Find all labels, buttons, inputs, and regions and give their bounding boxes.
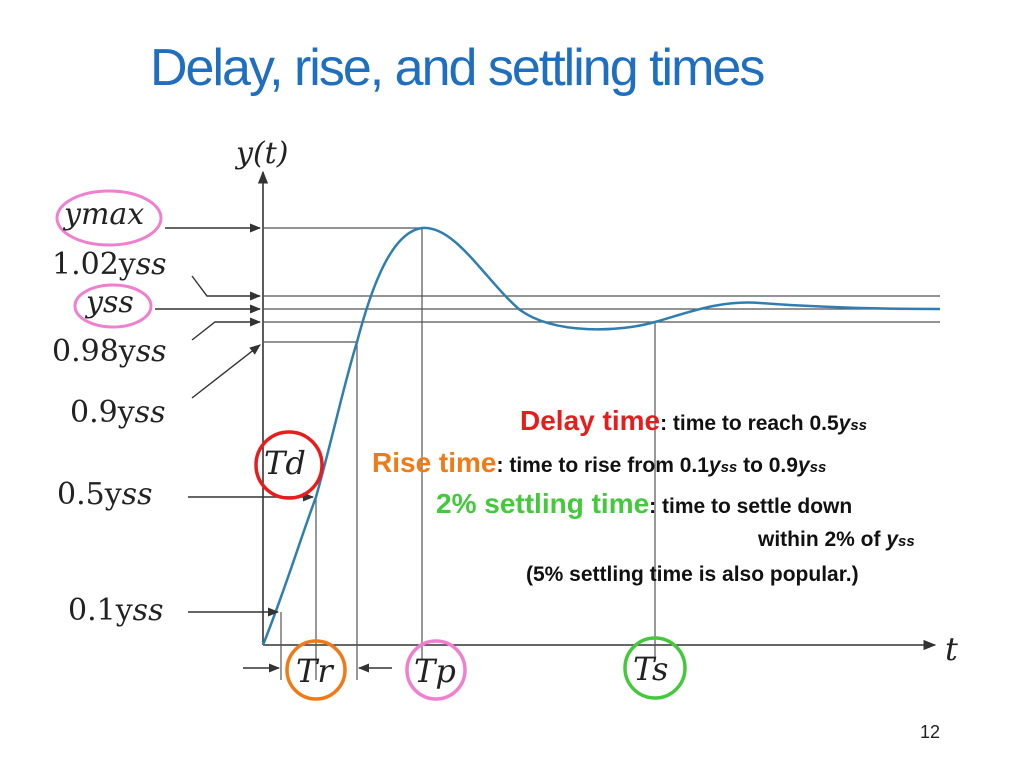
tp-highlight (405, 639, 467, 701)
td-label: T (264, 444, 288, 482)
svg-text:0.5yss: 0.5yss (57, 477, 152, 512)
lower-band-label: 0.98y (52, 334, 136, 369)
svg-text:0.1yss: 0.1yss (68, 593, 163, 628)
ts-label-sub: s (652, 650, 668, 688)
td-label-sub: d (285, 444, 305, 482)
ten-label: 0.1y (68, 593, 133, 628)
y-axis-label: y(t) (234, 136, 288, 171)
svg-text:yss: yss (84, 285, 134, 320)
legend-settle-sym-sub: ss (898, 533, 915, 550)
legend-rise-sym: y (708, 454, 721, 477)
legend-rise-head: Rise time (372, 447, 497, 478)
ymax-label-sub: max (81, 197, 144, 232)
svg-text:ymax: ymax (62, 197, 144, 232)
svg-text:Ts: Ts (633, 650, 668, 688)
tp-label: T (414, 652, 438, 690)
lower-band-arrow (191, 317, 262, 341)
page-number: 12 (920, 722, 941, 742)
tr-label-sub: r (317, 652, 334, 690)
yss-label-sub: ss (103, 285, 134, 320)
ymax-highlight (55, 189, 163, 247)
ts-highlight (623, 636, 687, 700)
ninety-label-sub: ss (135, 395, 166, 430)
upper-band-label-sub: ss (136, 247, 167, 282)
legend-delay-head: Delay time (520, 405, 661, 436)
legend-rise-sym2-sub: ss (809, 459, 827, 476)
fifty-label-sub: ss (122, 477, 153, 512)
legend-settle-line2: within 2% of yss (758, 528, 915, 552)
legend-note-text: (5% settling time is also popular.) (526, 563, 859, 586)
legend-settle-desc: : time to settle down (649, 495, 853, 518)
legend-delay-desc: : time to reach 0.5 (660, 412, 839, 435)
ymax-label: y (62, 197, 82, 232)
legend-note: (5% settling time is also popular.) (526, 563, 859, 587)
legend-settle-sym: y (886, 528, 899, 551)
svg-text:0.98yss: 0.98yss (52, 334, 167, 369)
td-highlight (254, 430, 324, 500)
legend-settle-head: 2% settling time (436, 488, 650, 519)
tr-highlight (285, 639, 347, 701)
legend-rise-desc: : time to rise from 0.1 (496, 454, 709, 477)
fifty-label: 0.5y (57, 477, 122, 512)
svg-text:Td: Td (264, 444, 306, 482)
legend-settle-desc2: within 2% of (758, 528, 887, 551)
legend-delay-sym: y (838, 412, 851, 435)
yss-label: y (84, 285, 104, 320)
svg-text:Tr: Tr (296, 652, 334, 690)
upper-band-label: 1.02y (52, 247, 136, 282)
legend-delay: Delay time: time to reach 0.5yss (520, 405, 867, 437)
yss-highlight (73, 283, 153, 329)
svg-text:1.02yss: 1.02yss (52, 247, 167, 282)
ninety-label: 0.9y (70, 395, 135, 430)
x-axis-label: t (945, 630, 958, 668)
ninety-arrow (191, 344, 261, 399)
page-title: Delay, rise, and settling times (150, 39, 765, 97)
svg-text:0.9yss: 0.9yss (70, 395, 165, 430)
ten-label-sub: ss (133, 593, 164, 628)
svg-text:Tp: Tp (414, 652, 456, 690)
legend-rise-sym-sub: ss (720, 459, 738, 476)
legend-rise: Rise time: time to rise from 0.1yss to 0… (372, 447, 826, 479)
legend-delay-sym-sub: ss (850, 417, 868, 434)
legend-rise-sym2: y (797, 454, 810, 477)
upper-band-arrow (191, 275, 262, 301)
response-curve (261, 226, 941, 646)
legend-settle: 2% settling time: time to settle down (436, 488, 852, 520)
lower-band-label-sub: ss (136, 334, 167, 369)
tp-label-sub: p (435, 652, 455, 690)
legend-rise-to: to 0.9 (737, 454, 798, 477)
tr-label: T (296, 652, 320, 690)
